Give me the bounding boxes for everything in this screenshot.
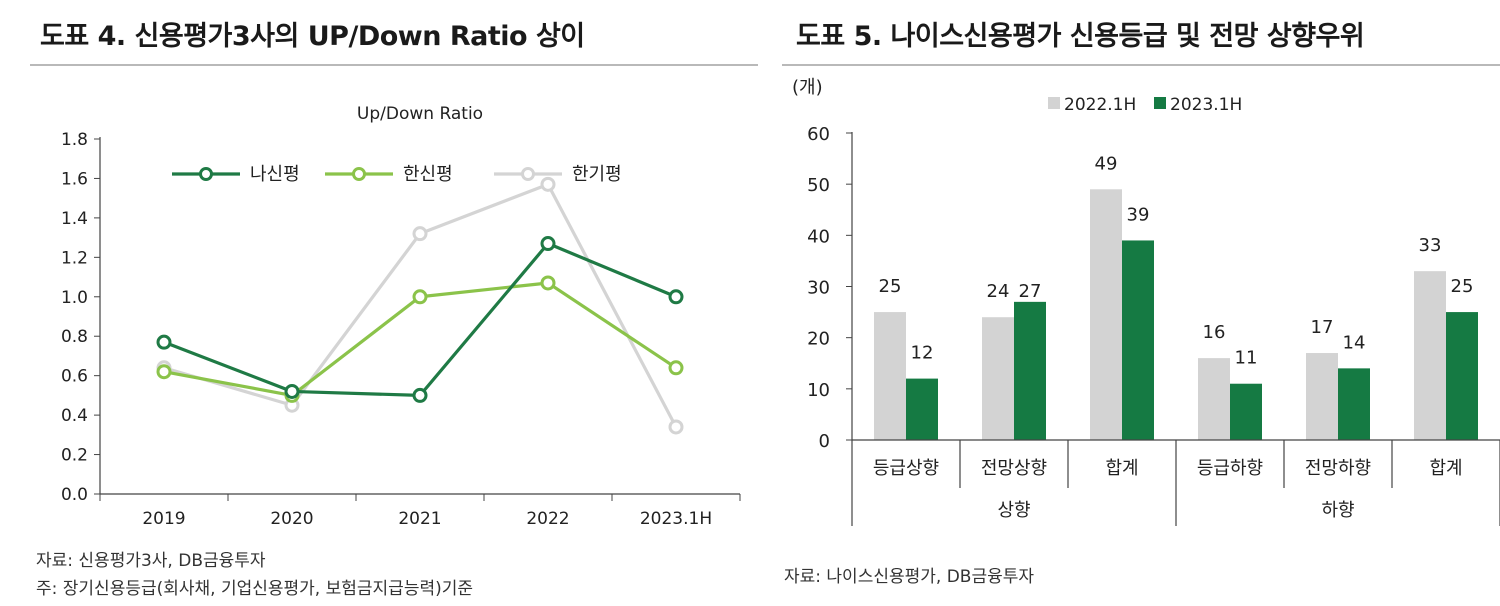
x-tick-label: 2020 bbox=[270, 509, 313, 529]
data-label: 33 bbox=[1419, 235, 1442, 256]
right-chart-title: 도표 5. 나이스신용평가 신용등급 및 전망 상향우위 bbox=[796, 21, 1365, 52]
right-chart-panel: 도표 5. 나이스신용평가 신용등급 및 전망 상향우위 (개) 2022.1H 2… bbox=[778, 0, 1500, 606]
data-point-한신평 bbox=[412, 289, 428, 305]
x-tick-label: 등급하향 bbox=[1197, 458, 1263, 479]
line-chart: Up/Down Ratio 0.0 0.2 0.4 0.6 0.8 1.0 1.2 1.4 1.6… bbox=[61, 104, 741, 529]
x-tick-label: 등급상향 bbox=[873, 458, 939, 479]
bar-2023.1H bbox=[1446, 312, 1478, 440]
group-label: 하향 bbox=[1321, 500, 1354, 521]
bar-2023.1H bbox=[1338, 368, 1370, 440]
legend-swatch-marker bbox=[199, 167, 213, 181]
x-tick-label: 2021 bbox=[398, 509, 441, 529]
legend-swatch-marker bbox=[352, 167, 366, 181]
left-note-text: 주: 장기신용등급(회사채, 기업신용평가, 보험금지급능력)기준 bbox=[36, 579, 474, 599]
y-tick-label: 1.8 bbox=[61, 130, 88, 150]
series-line-나신평 bbox=[163, 241, 677, 397]
data-point-나신평 bbox=[284, 383, 300, 399]
x-tick-label: 합계 bbox=[1105, 458, 1138, 479]
legend-swatch bbox=[1154, 97, 1166, 109]
bar-2022.1H bbox=[1414, 271, 1446, 440]
x-tick-label: 2019 bbox=[142, 509, 185, 529]
right-source-text: 자료: 나이스신용평가, DB금융투자 bbox=[784, 567, 1035, 587]
data-label: 25 bbox=[1451, 276, 1474, 297]
x-tick-label: 2023.1H bbox=[640, 509, 712, 529]
y-tick-label: 40 bbox=[807, 226, 830, 247]
x-tick-label: 합계 bbox=[1429, 458, 1462, 479]
y-tick-label: 10 bbox=[807, 380, 830, 401]
data-point-한신평 bbox=[540, 275, 556, 291]
left-title-rule bbox=[30, 64, 758, 66]
data-point-나신평 bbox=[540, 236, 556, 252]
data-label: 16 bbox=[1203, 322, 1226, 343]
x-tick-label: 전망상향 bbox=[981, 458, 1047, 479]
legend-label: 한기평 bbox=[572, 164, 622, 185]
bar-2022.1H bbox=[1306, 353, 1338, 440]
bar-2022.1H bbox=[982, 317, 1014, 440]
data-point-나신평 bbox=[412, 387, 428, 403]
y-tick-label: 1.0 bbox=[61, 288, 88, 308]
data-point-한기평 bbox=[668, 419, 684, 435]
x-tick-label: 전망하향 bbox=[1305, 458, 1371, 479]
bar-chart: (개) 2022.1H 2023.1H 0 10 20 30 40 50 60 25 12 등급상향 24… bbox=[792, 77, 1500, 526]
data-label: 25 bbox=[879, 276, 902, 297]
data-point-한기평 bbox=[412, 226, 428, 242]
data-point-나신평 bbox=[668, 289, 684, 305]
data-point-한신평 bbox=[668, 360, 684, 376]
data-label: 14 bbox=[1343, 332, 1366, 353]
data-label: 17 bbox=[1311, 317, 1334, 338]
y-unit-label: (개) bbox=[792, 77, 823, 98]
data-label: 12 bbox=[911, 343, 934, 364]
group-label: 상향 bbox=[997, 500, 1030, 521]
data-point-한신평 bbox=[156, 364, 172, 380]
legend-label: 나신평 bbox=[250, 164, 300, 185]
y-tick-label: 1.6 bbox=[61, 169, 88, 189]
line-chart-title: Up/Down Ratio bbox=[357, 104, 483, 124]
right-title-rule bbox=[782, 64, 1500, 66]
y-tick-label: 1.2 bbox=[61, 248, 88, 268]
y-tick-label: 1.4 bbox=[61, 209, 88, 229]
legend-label: 한신평 bbox=[403, 164, 453, 185]
legend-swatch bbox=[1048, 97, 1060, 109]
left-source-text: 자료: 신용평가3사, DB금융투자 bbox=[36, 551, 266, 571]
data-point-한기평 bbox=[540, 176, 556, 192]
y-tick-label: 0 bbox=[819, 431, 830, 452]
data-point-나신평 bbox=[156, 334, 172, 350]
data-label: 39 bbox=[1127, 204, 1150, 225]
y-tick-label: 0.4 bbox=[61, 406, 88, 426]
legend-swatch-marker bbox=[521, 167, 535, 181]
data-label: 49 bbox=[1095, 153, 1118, 174]
bar-2022.1H bbox=[874, 312, 906, 440]
bar-2022.1H bbox=[1198, 358, 1230, 440]
bar-2023.1H bbox=[1014, 301, 1046, 440]
y-tick-label: 0.0 bbox=[61, 485, 88, 505]
legend-label: 2023.1H bbox=[1170, 95, 1242, 115]
legend-label: 2022.1H bbox=[1064, 95, 1136, 115]
y-tick-label: 50 bbox=[807, 175, 830, 196]
y-tick-label: 20 bbox=[807, 329, 830, 350]
y-tick-label: 0.6 bbox=[61, 367, 88, 387]
y-tick-label: 0.2 bbox=[61, 446, 88, 466]
left-chart-title: 도표 4. 신용평가3사의 UP/Down Ratio 상이 bbox=[40, 21, 585, 52]
y-tick-label: 30 bbox=[807, 278, 830, 299]
bar-2023.1H bbox=[1230, 383, 1262, 440]
data-label: 24 bbox=[987, 281, 1010, 302]
left-chart-panel: 도표 4. 신용평가3사의 UP/Down Ratio 상이 Up/Down R… bbox=[30, 21, 758, 599]
data-label: 11 bbox=[1235, 348, 1258, 369]
y-tick-label: 60 bbox=[807, 124, 830, 145]
bar-2023.1H bbox=[1122, 240, 1154, 440]
y-tick-label: 0.8 bbox=[61, 327, 88, 347]
x-tick-label: 2022 bbox=[526, 509, 569, 529]
data-label: 27 bbox=[1019, 281, 1042, 302]
bar-2022.1H bbox=[1090, 189, 1122, 440]
bar-2023.1H bbox=[906, 378, 938, 440]
